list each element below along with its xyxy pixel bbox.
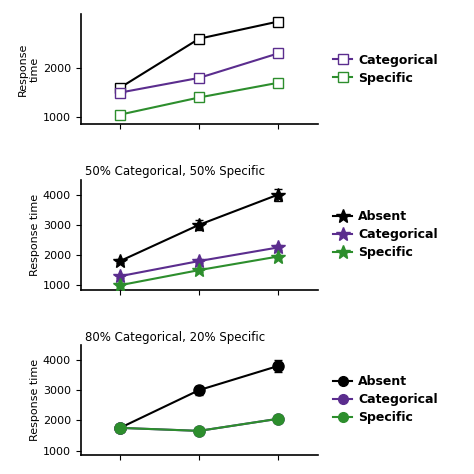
Text: 80% Categorical, 20% Specific: 80% Categorical, 20% Specific (85, 331, 265, 344)
Y-axis label: Response
time: Response time (18, 43, 40, 96)
Legend: Absent, Categorical, Specific: Absent, Categorical, Specific (333, 375, 438, 424)
Legend: Categorical, Specific: Categorical, Specific (333, 54, 438, 85)
Text: 50% Categorical, 50% Specific: 50% Categorical, 50% Specific (85, 165, 265, 178)
Y-axis label: Response time: Response time (30, 193, 40, 276)
Y-axis label: Response time: Response time (30, 359, 40, 441)
Legend: Absent, Categorical, Specific: Absent, Categorical, Specific (333, 210, 438, 259)
